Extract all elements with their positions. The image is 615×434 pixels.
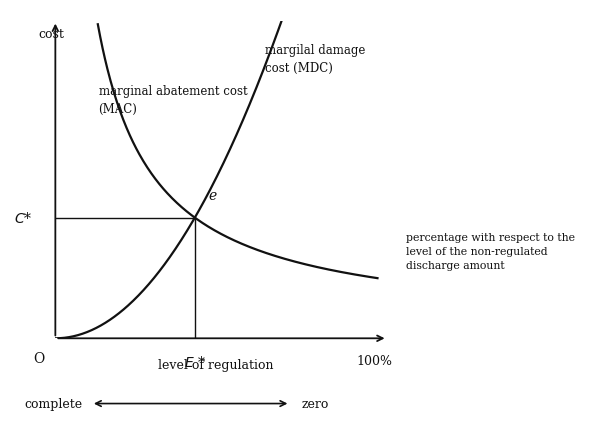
- Text: O: O: [33, 351, 44, 365]
- Text: marginal abatement cost
(MAC): marginal abatement cost (MAC): [98, 85, 247, 116]
- Text: complete: complete: [25, 397, 83, 410]
- Text: percentage with respect to the
level of the non-regulated
discharge amount: percentage with respect to the level of …: [406, 233, 575, 271]
- Text: 100%: 100%: [356, 354, 392, 367]
- Text: zero: zero: [301, 397, 329, 410]
- Text: margilal damage
cost (MDC): margilal damage cost (MDC): [264, 44, 365, 75]
- Text: level of regulation: level of regulation: [157, 358, 273, 371]
- Text: $E$ *: $E$ *: [184, 354, 206, 369]
- Text: $C$*: $C$*: [14, 210, 32, 226]
- Text: e: e: [208, 188, 216, 202]
- Text: cost: cost: [39, 28, 65, 41]
